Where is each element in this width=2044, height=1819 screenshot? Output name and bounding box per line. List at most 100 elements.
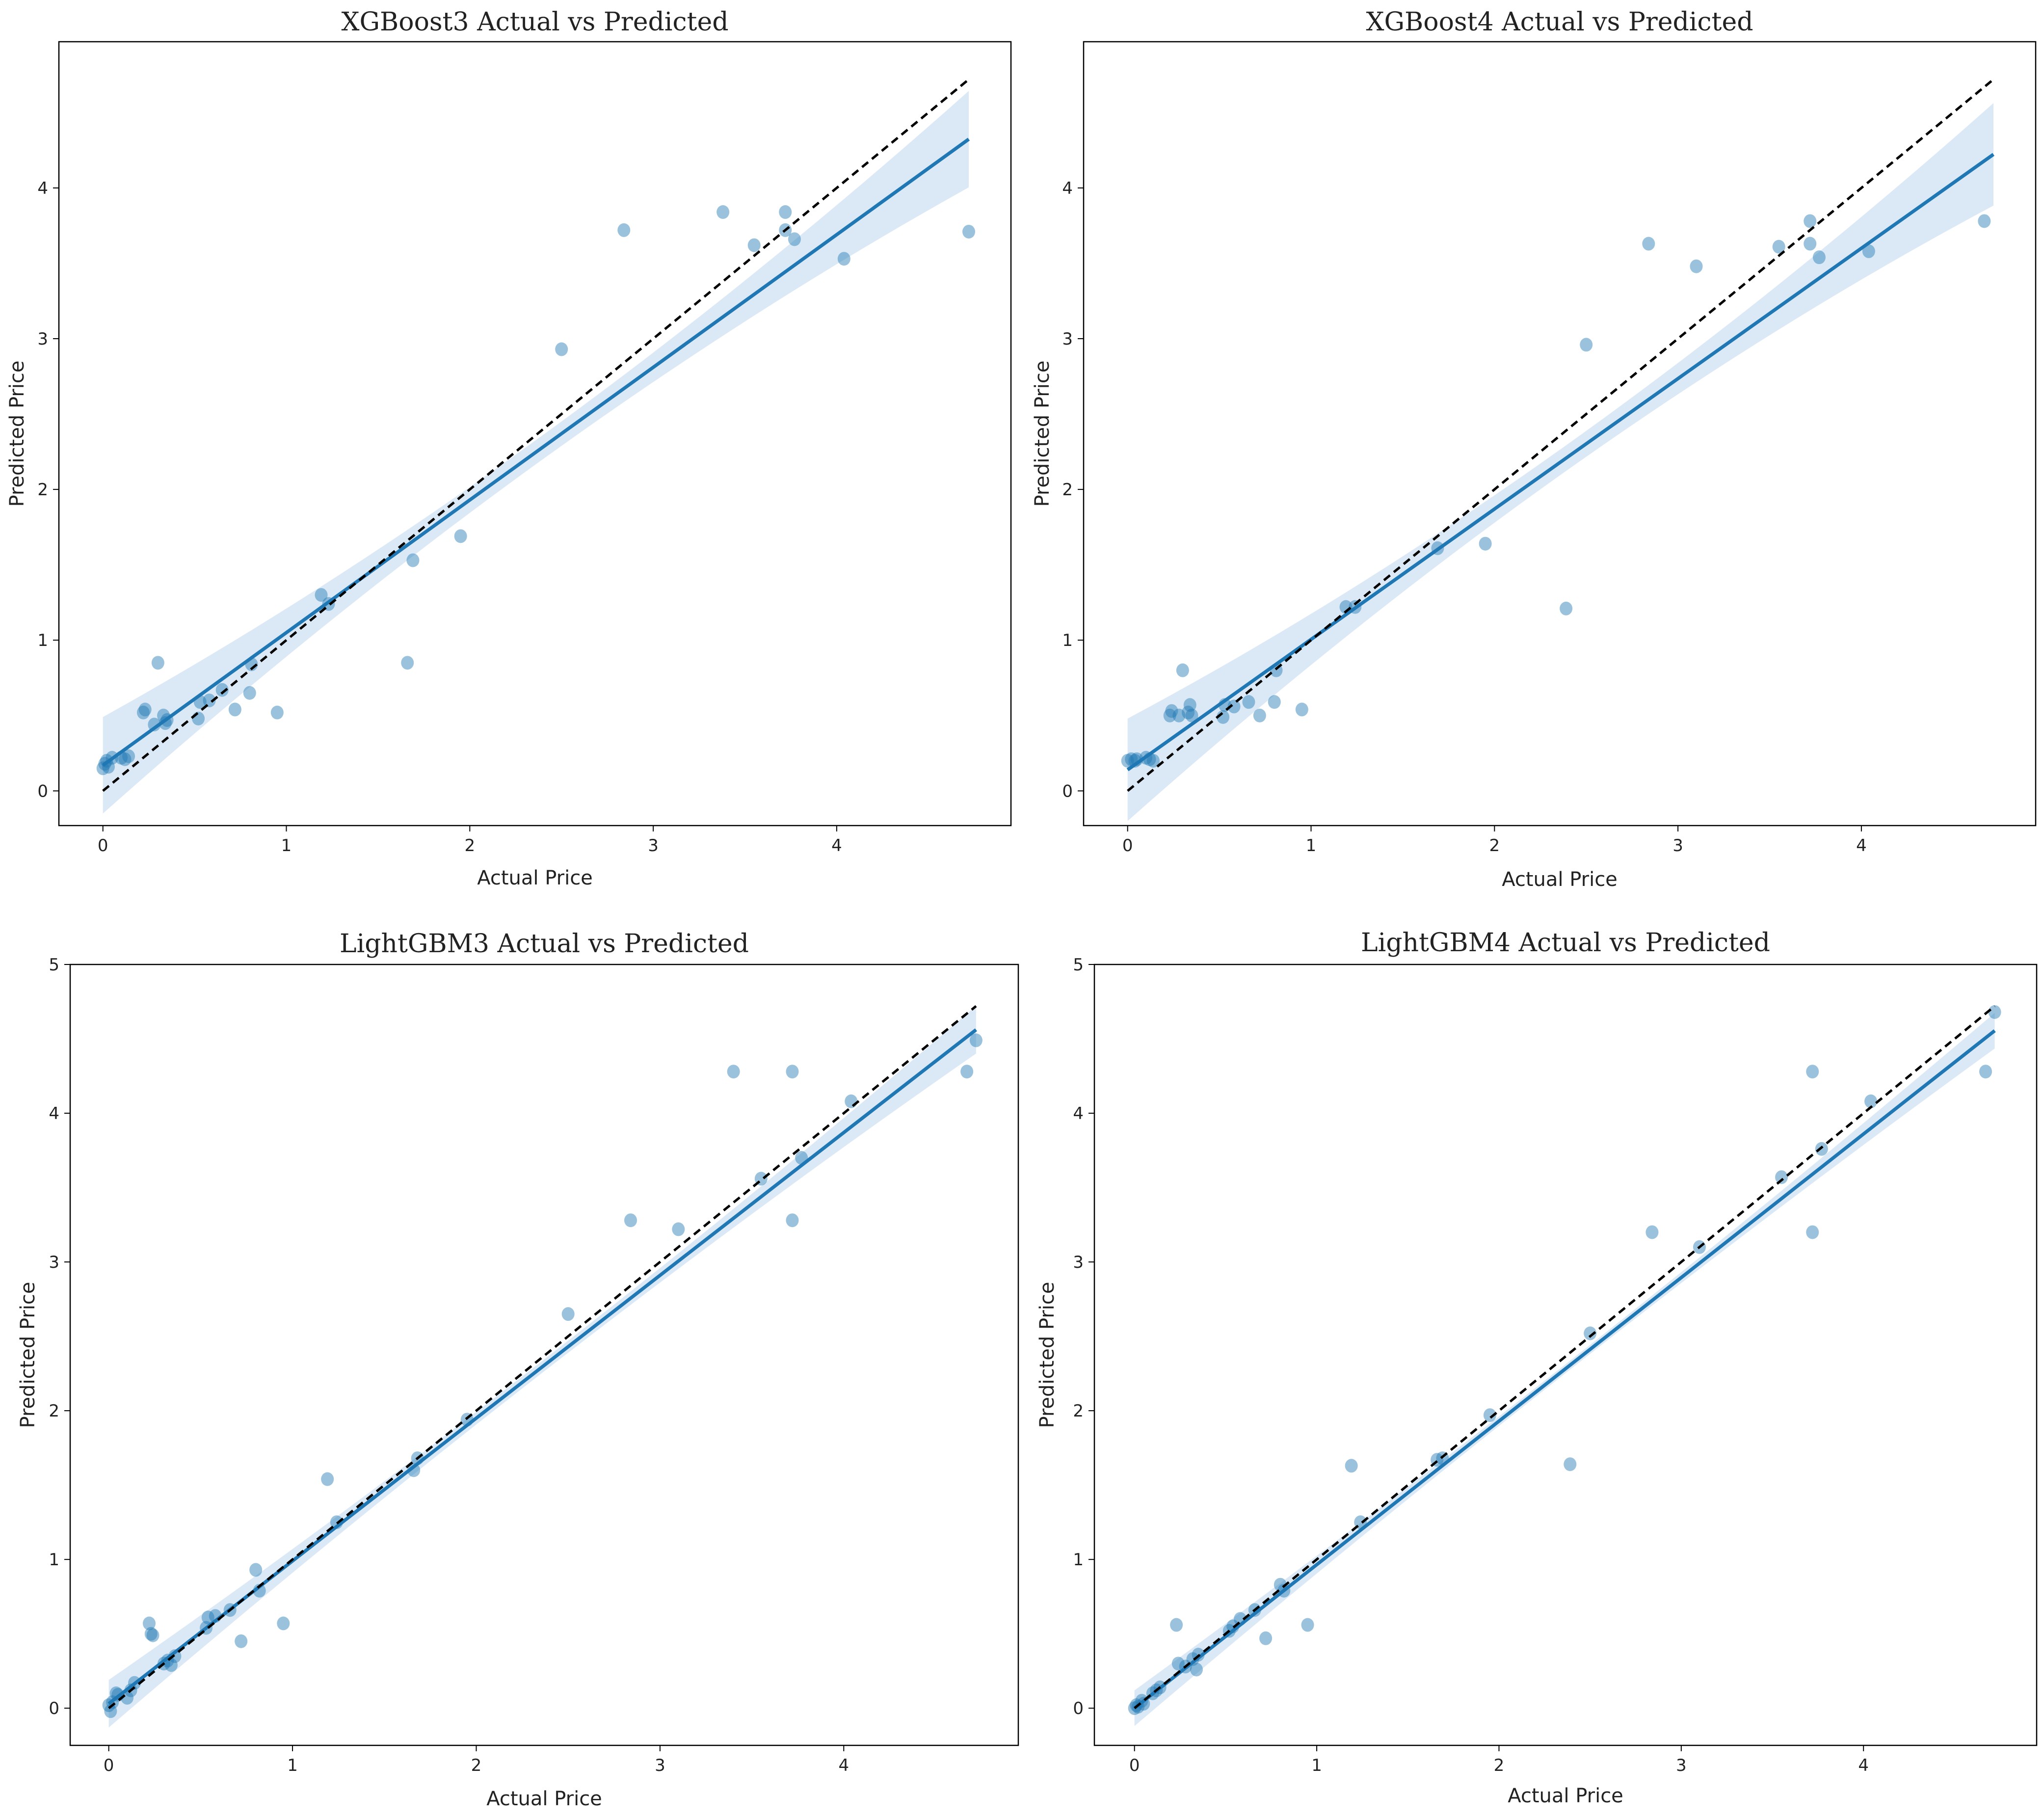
data-point bbox=[1183, 698, 1196, 712]
data-point bbox=[203, 694, 216, 708]
data-point bbox=[1979, 1065, 1992, 1079]
data-point bbox=[1564, 1457, 1577, 1471]
data-point bbox=[122, 749, 135, 763]
plot-area bbox=[96, 78, 976, 814]
data-point bbox=[962, 224, 976, 239]
y-tick-label: 0 bbox=[1073, 1699, 1084, 1718]
data-point bbox=[1560, 601, 1573, 615]
data-point bbox=[1170, 1618, 1183, 1632]
y-tick-label: 1 bbox=[1073, 1550, 1084, 1570]
y-tick-label: 0 bbox=[1062, 781, 1073, 801]
x-tick-label: 3 bbox=[1672, 836, 1683, 856]
x-tick-label: 4 bbox=[1856, 836, 1867, 856]
data-point bbox=[104, 1704, 117, 1718]
regression-line bbox=[1126, 153, 1995, 772]
identity-line bbox=[1134, 1005, 1996, 1710]
data-point bbox=[727, 1065, 740, 1079]
data-point bbox=[146, 1628, 159, 1642]
y-tick-label: 1 bbox=[49, 1550, 59, 1570]
data-point bbox=[1772, 240, 1785, 254]
regression-line bbox=[102, 137, 970, 767]
plot-area bbox=[1121, 78, 1995, 821]
y-tick-label: 3 bbox=[1073, 1253, 1084, 1272]
y-axis-label: Predicted Price bbox=[1031, 360, 1054, 507]
data-point bbox=[1580, 338, 1593, 352]
x-tick-label: 3 bbox=[1676, 1756, 1687, 1775]
chart-title: LightGBM3 Actual vs Predicted bbox=[340, 929, 749, 959]
data-point bbox=[1646, 1225, 1659, 1239]
x-axis-label: Actual Price bbox=[477, 867, 593, 889]
data-point bbox=[118, 752, 132, 766]
x-tick-label: 2 bbox=[1489, 836, 1500, 856]
data-point bbox=[407, 1463, 421, 1477]
regression-line bbox=[1133, 1029, 1996, 1710]
data-point bbox=[315, 588, 328, 602]
data-point bbox=[1268, 695, 1281, 709]
identity-line bbox=[102, 78, 970, 792]
data-point bbox=[1121, 753, 1134, 768]
data-point bbox=[1345, 1459, 1358, 1473]
data-point bbox=[1147, 753, 1160, 768]
data-point bbox=[1690, 259, 1703, 273]
y-tick-label: 3 bbox=[1062, 329, 1073, 349]
x-tick-label: 2 bbox=[464, 836, 475, 856]
data-point bbox=[837, 252, 850, 266]
data-point bbox=[249, 1563, 263, 1577]
data-point bbox=[617, 223, 631, 237]
y-tick-label: 4 bbox=[1073, 1104, 1084, 1124]
chart-panel-3: 0 1 2 3 4 0 1 2 3 4 5 LightGBM3 Actual vs Predicted… bbox=[17, 929, 1019, 1810]
y-tick-label: 3 bbox=[37, 329, 48, 349]
data-point bbox=[624, 1213, 637, 1228]
x-tick-label: 4 bbox=[1858, 1756, 1869, 1775]
y-axis-label: Predicted Price bbox=[17, 1282, 39, 1428]
data-point bbox=[1864, 1094, 1878, 1108]
chart-panel-2: 0 1 2 3 4 0 1 2 3 4 XGBoost4 Actual vs Predicted Ac… bbox=[1031, 7, 2037, 891]
chart-panel-4: 0 1 2 3 4 0 1 2 3 4 5 LightGBM4 Actual vs Predicted… bbox=[1036, 928, 2038, 1807]
data-point bbox=[235, 1634, 248, 1648]
data-point bbox=[969, 1033, 982, 1047]
data-point bbox=[321, 1472, 334, 1486]
x-tick-label: 1 bbox=[287, 1756, 298, 1775]
data-point bbox=[779, 205, 792, 219]
data-point bbox=[1176, 663, 1189, 677]
data-point bbox=[788, 232, 801, 246]
data-point bbox=[786, 1213, 799, 1228]
data-point bbox=[270, 705, 284, 720]
data-point bbox=[164, 1658, 178, 1672]
y-tick-label: 0 bbox=[49, 1699, 59, 1718]
data-point bbox=[136, 705, 150, 720]
data-point bbox=[1642, 237, 1655, 251]
y-axis-label: Predicted Price bbox=[1036, 1282, 1059, 1428]
data-point bbox=[406, 553, 420, 567]
data-point bbox=[1483, 1408, 1496, 1422]
data-point bbox=[277, 1616, 290, 1631]
data-point bbox=[1274, 1578, 1287, 1592]
x-tick-label: 1 bbox=[1306, 836, 1317, 856]
data-point bbox=[1479, 536, 1492, 551]
data-point bbox=[1804, 237, 1817, 251]
x-axis-label: Actual Price bbox=[486, 1788, 602, 1810]
data-point bbox=[717, 205, 730, 219]
data-point bbox=[747, 238, 761, 252]
x-tick-label: 0 bbox=[98, 836, 108, 856]
plot-area bbox=[102, 1005, 982, 1728]
y-tick-label: 5 bbox=[49, 955, 59, 975]
y-tick-label: 5 bbox=[1073, 955, 1084, 975]
data-point bbox=[201, 1610, 214, 1625]
data-point bbox=[1775, 1170, 1788, 1184]
chart-title: XGBoost3 Actual vs Predicted bbox=[341, 7, 728, 37]
data-point bbox=[1171, 1657, 1185, 1671]
plot-area bbox=[1128, 1005, 2001, 1726]
data-point bbox=[786, 1065, 799, 1079]
data-point bbox=[401, 656, 414, 670]
x-axis-label: Actual Price bbox=[1508, 1785, 1623, 1807]
data-point bbox=[1172, 708, 1186, 722]
y-tick-label: 3 bbox=[49, 1253, 59, 1272]
data-point bbox=[1978, 214, 1991, 228]
data-point bbox=[1190, 1662, 1203, 1677]
axes-frame bbox=[1083, 41, 2037, 827]
x-tick-label: 2 bbox=[471, 1756, 482, 1775]
x-tick-label: 0 bbox=[1122, 836, 1133, 856]
x-tick-label: 1 bbox=[281, 836, 292, 856]
data-point bbox=[148, 718, 161, 732]
